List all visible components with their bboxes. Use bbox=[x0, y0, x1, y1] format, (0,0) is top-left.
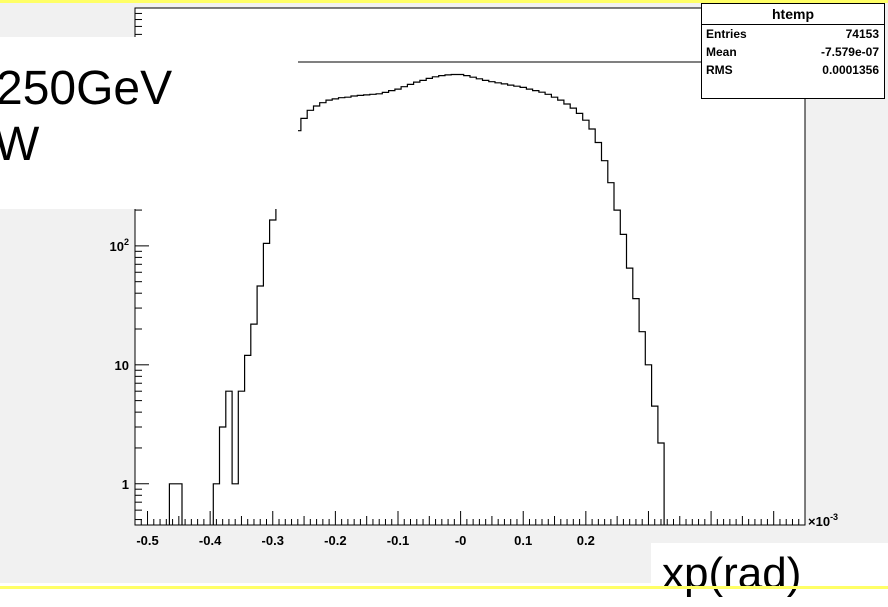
stats-label: Mean bbox=[706, 45, 737, 59]
stats-label: Entries bbox=[706, 27, 747, 41]
x-tick-label: -0.4 bbox=[199, 533, 222, 548]
x-tick-label: 0.1 bbox=[514, 533, 532, 548]
x-axis-caption: xp(rad) bbox=[662, 549, 802, 598]
x-tick-label: -0.1 bbox=[387, 533, 409, 548]
x-tick-label: 0.2 bbox=[577, 533, 595, 548]
x-tick-label: -0.5 bbox=[136, 533, 158, 548]
y-tick-label: 10 bbox=[115, 358, 129, 373]
x-ticks bbox=[134, 511, 806, 525]
x-tick-label: -0.3 bbox=[262, 533, 284, 548]
stats-row-rms: RMS 0.0001356 bbox=[702, 61, 884, 79]
y-tick-label: 1 bbox=[122, 477, 129, 492]
stats-row-mean: Mean -7.579e-07 bbox=[702, 43, 884, 61]
x-tick-label: -0 bbox=[455, 533, 467, 548]
plot-canvas: 1 10 102 -0.5 -0.4 -0.3 -0.2 -0.1 -0 0.1 0.2 ×10-… bbox=[0, 3, 888, 583]
stats-value: 0.0001356 bbox=[822, 63, 879, 77]
x-axis-multiplier: ×10-3 bbox=[808, 512, 838, 529]
stats-box: htemp Entries 74153 Mean -7.579e-07 RMS … bbox=[701, 3, 885, 99]
stats-title: htemp bbox=[702, 4, 884, 25]
stats-value: 74153 bbox=[845, 27, 879, 41]
x-tick-label: -0.2 bbox=[324, 533, 346, 548]
y-tick-labels: 1 10 102 bbox=[110, 237, 129, 492]
energy-text-box: 250GeV W bbox=[0, 37, 298, 209]
energy-label: 250GeV bbox=[0, 62, 173, 115]
stats-value: -7.579e-07 bbox=[820, 45, 879, 59]
stats-label: RMS bbox=[706, 63, 733, 77]
top-divider-line bbox=[0, 0, 888, 3]
energy-label-line2: W bbox=[0, 118, 40, 171]
x-axis-caption-box: xp(rad) bbox=[651, 543, 888, 607]
x-tick-labels: -0.5 -0.4 -0.3 -0.2 -0.1 -0 0.1 0.2 bbox=[136, 533, 595, 548]
stats-row-entries: Entries 74153 bbox=[702, 25, 884, 43]
y-tick-label: 102 bbox=[110, 237, 129, 254]
bottom-divider-line bbox=[0, 586, 888, 589]
